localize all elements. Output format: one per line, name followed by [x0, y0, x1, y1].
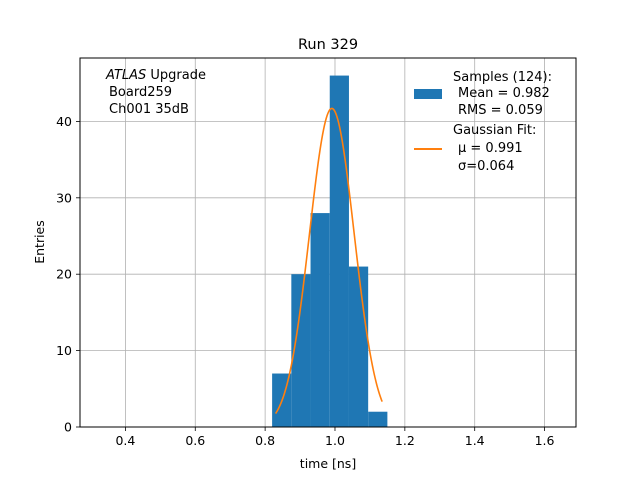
x-tick-label: 1.6 — [535, 433, 555, 448]
annotation-line-1: ATLAS Upgrade — [105, 68, 206, 83]
legend-histogram-mean: Mean = 0.982 — [458, 86, 550, 101]
y-tick-label: 40 — [56, 114, 72, 129]
histogram-bar — [291, 274, 311, 427]
y-tick-label: 20 — [56, 267, 72, 282]
legend-fit-name: Gaussian Fit: — [453, 123, 536, 138]
y-axis-label: Entries — [32, 220, 47, 264]
y-tick-label: 30 — [56, 190, 72, 205]
y-axis-ticks: 0 10 20 30 40 — [56, 114, 80, 435]
histogram-bars — [272, 75, 388, 428]
x-tick-label: 0.4 — [115, 433, 135, 448]
x-tick-label: 0.6 — [185, 433, 205, 448]
x-tick-label: 1.4 — [465, 433, 485, 448]
legend-fit-sigma: σ=0.064 — [458, 159, 514, 174]
gaussian-fit — [274, 107, 383, 414]
legend-histogram-swatch — [414, 89, 442, 99]
y-tick-label: 10 — [56, 343, 72, 358]
histogram-bar — [368, 411, 388, 427]
plot-frame — [79, 57, 577, 428]
annotation-text: ATLAS Upgrade Board259 Ch001 35dB — [105, 68, 206, 117]
histogram-bar — [310, 213, 330, 427]
annotation-atlas: ATLAS — [105, 68, 146, 83]
fit-curve — [274, 107, 383, 414]
legend: Samples (124): Mean = 0.982 RMS = 0.059 … — [414, 70, 552, 174]
legend-histogram-name: Samples (124): — [453, 70, 552, 85]
legend-histogram-rms: RMS = 0.059 — [458, 103, 543, 118]
annotation-line-2: Board259 — [109, 85, 172, 100]
x-axis-ticks: 0.4 0.6 0.8 1.0 1.2 1.4 1.6 — [115, 427, 555, 448]
histogram-bar — [329, 75, 349, 428]
x-axis-label: time [ns] — [300, 456, 356, 471]
x-tick-label: 1.0 — [325, 433, 345, 448]
annotation-upgrade: Upgrade — [146, 68, 206, 83]
annotation-line-3: Ch001 35dB — [109, 102, 189, 117]
x-tick-label: 1.2 — [395, 433, 415, 448]
chart-title: Run 329 — [298, 37, 358, 53]
histogram-bar — [348, 266, 369, 427]
legend-fit-mu: μ = 0.991 — [458, 141, 523, 156]
y-tick-label: 0 — [64, 420, 72, 435]
x-tick-label: 0.8 — [255, 433, 275, 448]
